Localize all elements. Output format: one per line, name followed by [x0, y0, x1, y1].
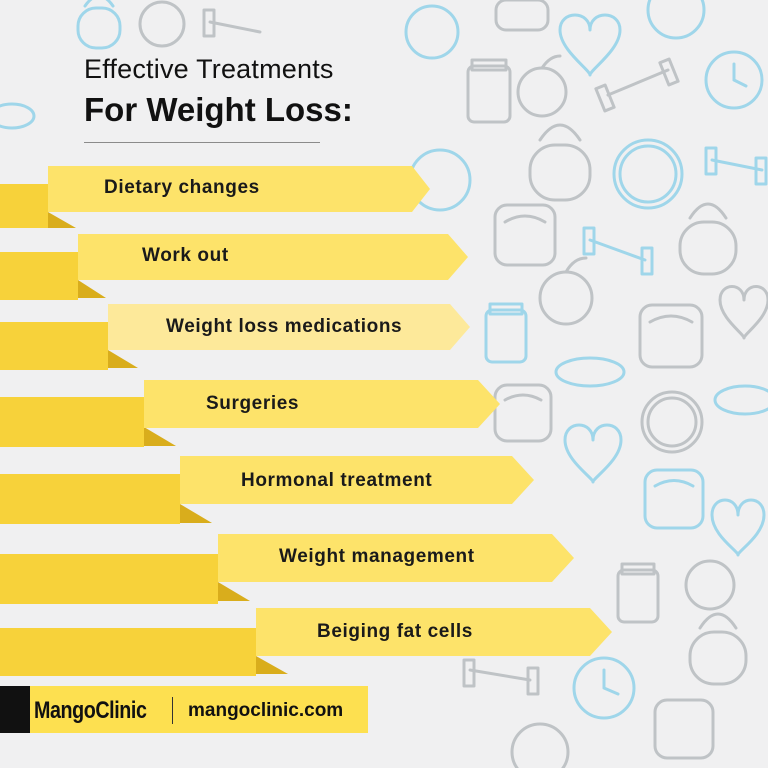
stopwatch-icon	[704, 50, 764, 110]
ribbon-hormonal-treatment	[0, 456, 534, 524]
ribbon-banner	[256, 608, 612, 656]
tape-measure-icon	[0, 102, 36, 130]
dumbbell-icon	[202, 8, 262, 38]
brand-logo: MangoClinic	[34, 697, 147, 725]
ribbon-fold	[78, 280, 106, 298]
kettlebell-icon	[688, 612, 748, 686]
heart-icon	[710, 498, 766, 557]
peach-icon	[538, 256, 594, 326]
dumbbell-icon	[462, 658, 540, 696]
scale-icon	[638, 303, 704, 369]
peach-icon	[516, 54, 568, 118]
ribbon-banner	[218, 534, 574, 582]
scale-icon	[493, 383, 553, 443]
scale-icon	[653, 698, 715, 760]
peach-icon	[684, 559, 736, 611]
ribbon-weight-management	[0, 534, 574, 604]
ribbon-banner	[108, 304, 470, 350]
footer-bar	[0, 686, 368, 733]
scale-icon	[494, 0, 550, 32]
ribbon-fold	[108, 350, 138, 368]
ribbon-stripe	[0, 628, 256, 676]
heart-icon	[558, 13, 622, 77]
footer-dark-block	[0, 686, 30, 733]
ribbon-stripe	[0, 252, 78, 300]
stopwatch-icon	[572, 656, 636, 720]
ribbon-fold	[180, 504, 212, 523]
ribbon-banner	[144, 380, 500, 428]
number-one-badge-icon	[640, 390, 704, 454]
ribbon-dietary-changes	[0, 166, 430, 228]
scale-icon	[643, 468, 705, 530]
ribbon-banner	[48, 166, 430, 212]
peach-icon	[404, 4, 460, 60]
heart-icon	[563, 423, 623, 484]
kettlebell-icon	[76, 0, 122, 50]
ribbon-stripe	[0, 184, 48, 228]
ribbon-stripe	[0, 322, 108, 370]
pill-bottle-icon	[466, 58, 512, 124]
dumbbell-icon	[582, 226, 654, 276]
ribbon-fold	[144, 427, 176, 446]
number-one-badge-icon	[138, 0, 186, 48]
scale-icon	[493, 203, 557, 267]
ribbon-fold	[256, 656, 288, 674]
ribbon-beiging-fat-cells	[0, 608, 612, 676]
pill-bottle-icon	[616, 562, 660, 624]
ribbon-fold	[48, 212, 76, 228]
treatment-label: Beiging fat cells	[317, 621, 473, 642]
ribbon-surgeries	[0, 380, 500, 447]
treatment-label: Dietary changes	[104, 177, 260, 198]
treatment-label: Surgeries	[206, 393, 300, 414]
tape-measure-icon	[713, 384, 768, 416]
tape-measure-icon	[554, 356, 626, 388]
kettlebell-icon	[678, 202, 738, 276]
number-one-badge-icon	[646, 0, 706, 40]
ribbon-fold	[218, 582, 250, 601]
ribbon-work-out	[0, 234, 468, 300]
number-one-badge-icon	[612, 138, 684, 210]
ribbon-banner	[180, 456, 534, 504]
footer-separator	[172, 697, 173, 724]
treatment-label: Weight loss medications	[166, 316, 403, 337]
ribbon-stripe	[0, 554, 218, 604]
brand-name-part2: Clinic	[95, 697, 147, 724]
page-title-line-1: Effective Treatments	[84, 54, 334, 84]
brand-name-part1: Mango	[34, 697, 96, 724]
ribbon-banner	[78, 234, 468, 280]
ribbon-weight-loss-medications	[0, 304, 470, 370]
treatment-label: Weight management	[279, 546, 475, 567]
dumbbell-icon	[704, 146, 768, 186]
ribbon-stripe	[0, 474, 180, 524]
title-divider	[84, 142, 320, 143]
heart-icon	[718, 285, 768, 340]
treatment-label: Work out	[142, 245, 229, 266]
dumbbell-icon	[594, 57, 680, 113]
treatment-label: Hormonal treatment	[241, 470, 433, 491]
ribbon-stripe	[0, 397, 144, 447]
page-title-line-2: For Weight Loss:	[84, 91, 353, 128]
kettlebell-icon	[528, 123, 592, 202]
pill-bottle-icon	[484, 302, 528, 364]
website-link[interactable]: mangoclinic.com	[188, 700, 344, 721]
number-one-badge-icon	[510, 722, 570, 768]
